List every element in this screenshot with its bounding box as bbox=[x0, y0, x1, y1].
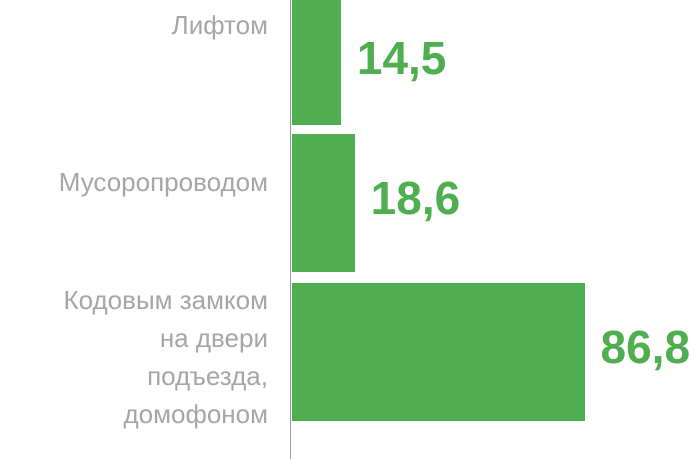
value-label: 14,5 bbox=[356, 31, 447, 84]
category-label: Лифтом bbox=[171, 10, 268, 40]
bar bbox=[292, 283, 585, 421]
bar bbox=[292, 0, 341, 125]
axis-line bbox=[290, 0, 291, 459]
value-label: 86,8 bbox=[600, 321, 691, 373]
value-label: 18,6 bbox=[370, 172, 461, 224]
bar bbox=[292, 134, 355, 272]
category-label: Кодовым замком на двери подъезда, домофо… bbox=[63, 285, 268, 429]
category-label: Мусоропроводом bbox=[58, 167, 268, 197]
